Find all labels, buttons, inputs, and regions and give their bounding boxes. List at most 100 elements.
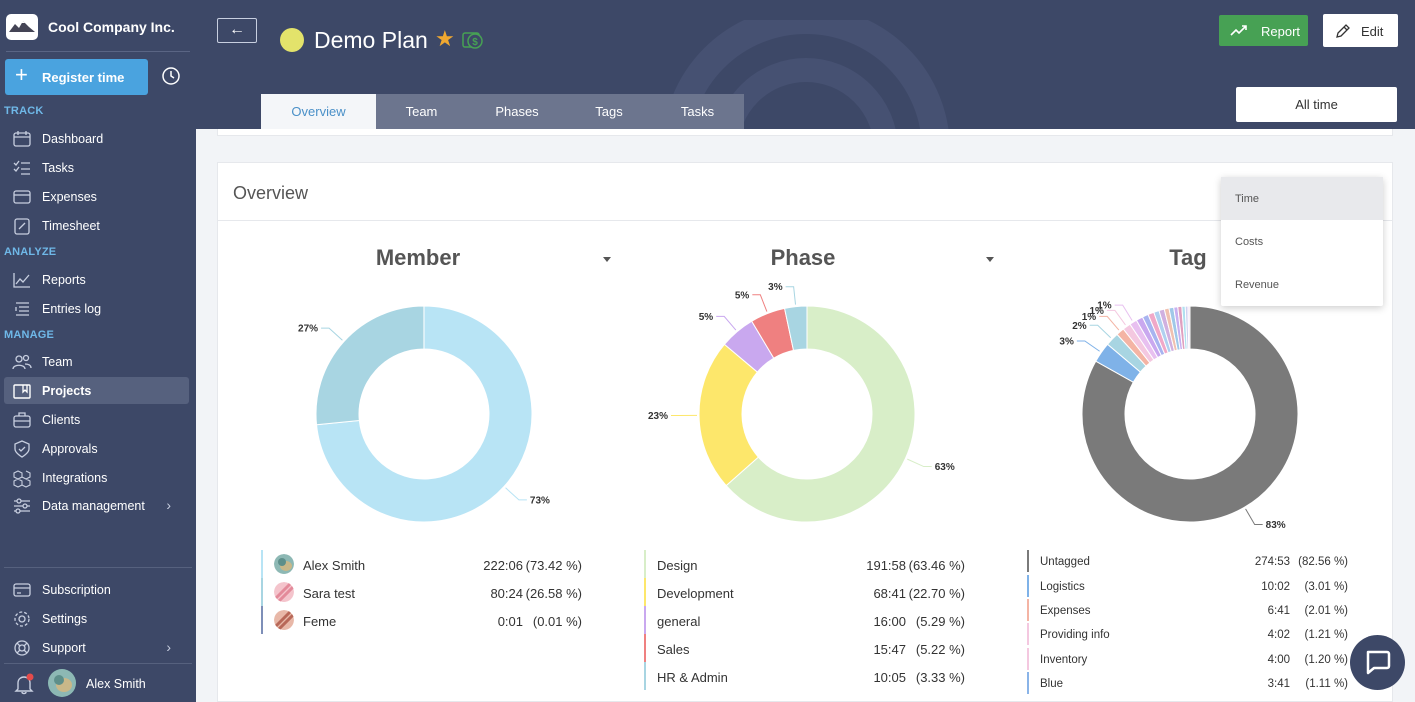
- main-content: Overview Member Phase Tag: [196, 129, 1415, 702]
- phase-percent: (5.22 %): [915, 642, 965, 657]
- sidebar-item-label: Subscription: [42, 583, 111, 597]
- phase-percent: (5.29 %): [915, 614, 965, 629]
- legend-color-bar: [261, 578, 263, 606]
- tab-overview[interactable]: Overview: [261, 94, 376, 129]
- sidebar-item-expenses[interactable]: Expenses: [4, 183, 189, 210]
- label-leader-line: [1076, 340, 1100, 352]
- phase-percent: (63.46 %): [908, 558, 965, 573]
- date-range-select[interactable]: All time: [1236, 87, 1397, 122]
- sidebar-item-clients[interactable]: Clients: [4, 406, 189, 433]
- phase-time: 68:41: [873, 586, 906, 601]
- sidebar-item-team[interactable]: Team: [4, 348, 189, 375]
- tab-team[interactable]: Team: [405, 104, 438, 119]
- donut-slice[interactable]: [783, 305, 808, 352]
- sidebar-item-label: Integrations: [42, 471, 108, 485]
- clock-icon[interactable]: [161, 66, 181, 86]
- tab-tasks[interactable]: Tasks: [680, 104, 715, 119]
- phase-time: 15:47: [873, 642, 906, 657]
- sidebar-item-subscription[interactable]: Subscription: [4, 576, 189, 603]
- sidebar-item-label: Tasks: [42, 161, 74, 175]
- tag-name: Expenses: [1040, 605, 1091, 617]
- company-switcher[interactable]: Cool Company Inc.: [6, 10, 190, 52]
- sidebar-item-label: Clients: [42, 413, 81, 427]
- tab-tags[interactable]: Tags: [595, 104, 623, 119]
- label-leader-line: [1114, 304, 1133, 321]
- divider: [4, 567, 192, 568]
- bell-icon[interactable]: [13, 673, 35, 700]
- sidebar-item-data-management[interactable]: Data management ›: [4, 492, 189, 519]
- credit-card-icon: [12, 580, 32, 600]
- tab-phases[interactable]: Phases: [495, 104, 539, 119]
- sidebar-item-support[interactable]: Support ›: [4, 634, 189, 661]
- user-menu[interactable]: Alex Smith: [0, 665, 196, 702]
- phase-donut-chart: 63% 23% 5% 5% 3%: [648, 282, 955, 523]
- register-time-button[interactable]: + Register time: [5, 59, 148, 95]
- donut-slice[interactable]: [315, 305, 533, 523]
- phase-chart-dropdown[interactable]: [986, 257, 994, 262]
- plus-icon: +: [15, 62, 28, 87]
- sidebar-item-approvals[interactable]: Approvals: [4, 435, 189, 462]
- phase-name: Sales: [657, 642, 690, 657]
- donut-slice[interactable]: [315, 305, 425, 426]
- company-logo: [6, 14, 38, 40]
- back-button[interactable]: ←: [217, 18, 257, 43]
- legend-color-bar: [1027, 623, 1029, 645]
- tag-percent: (2.01 %): [1304, 605, 1348, 617]
- folder-icon: [12, 381, 32, 401]
- menu-item-revenue[interactable]: Revenue: [1221, 263, 1383, 306]
- tag-time: 4:02: [1267, 629, 1290, 641]
- donut-slice[interactable]: [725, 305, 916, 523]
- edit-button[interactable]: Edit: [1323, 14, 1398, 47]
- member-name: Sara test: [303, 586, 356, 601]
- slice-percent-label: 27%: [298, 324, 318, 335]
- menu-item-time[interactable]: Time: [1221, 177, 1383, 220]
- avatar: [48, 669, 76, 697]
- card-header: Overview: [218, 163, 1392, 221]
- list-icon: [12, 299, 32, 319]
- donut-slice[interactable]: [1187, 305, 1191, 350]
- sidebar: Cool Company Inc. + Register time TRACK …: [0, 0, 196, 702]
- sidebar-item-tasks[interactable]: Tasks: [4, 154, 189, 181]
- legend-color-bar: [1027, 599, 1029, 621]
- report-button[interactable]: Report: [1219, 15, 1308, 46]
- sidebar-item-entries-log[interactable]: Entries log: [4, 295, 189, 322]
- wallet-icon: [12, 187, 32, 207]
- project-header: ← Demo Plan ★ $ Report Edit Overview Tea…: [196, 0, 1415, 129]
- legend-color-bar: [261, 606, 263, 634]
- sidebar-item-projects[interactable]: Projects: [4, 377, 189, 404]
- phase-percent: (3.33 %): [915, 670, 965, 685]
- tag-time: 6:41: [1267, 605, 1290, 617]
- avatar: [274, 554, 294, 574]
- sidebar-item-timesheet[interactable]: Timesheet: [4, 212, 189, 239]
- member-name: Alex Smith: [303, 558, 366, 573]
- sidebar-item-reports[interactable]: Reports: [4, 266, 189, 293]
- slice-percent-label: 5%: [735, 290, 750, 301]
- chevron-right-icon: ›: [166, 639, 171, 655]
- sidebar-item-label: Dashboard: [42, 132, 104, 146]
- sidebar-item-settings[interactable]: Settings: [4, 605, 189, 632]
- chevron-right-icon: ›: [166, 497, 171, 513]
- legend-color-bar: [261, 550, 263, 578]
- chart-line-icon: [12, 270, 32, 290]
- menu-item-costs[interactable]: Costs: [1221, 220, 1383, 263]
- sidebar-item-dashboard[interactable]: Dashboard: [4, 125, 189, 152]
- member-chart-dropdown[interactable]: [603, 257, 611, 262]
- cubes-icon: [12, 468, 32, 488]
- avatar: [274, 610, 294, 630]
- briefcase-icon: [12, 410, 32, 430]
- phase-time: 191:58: [866, 558, 906, 573]
- legend-color-bar: [1027, 672, 1029, 694]
- list-item: HR & Admin 10:05 (3.33 %): [644, 662, 969, 690]
- label-leader-line: [1106, 309, 1126, 326]
- slice-percent-label: 3%: [768, 282, 783, 293]
- label-leader-line: [785, 286, 797, 305]
- sidebar-item-integrations[interactable]: Integrations: [4, 464, 189, 491]
- checklist-icon: [12, 158, 32, 178]
- list-item: Sara test 80:24 (26.58 %): [261, 578, 586, 606]
- chat-widget-button[interactable]: [1350, 635, 1405, 690]
- tag-percent: (3.01 %): [1304, 581, 1348, 593]
- star-icon[interactable]: ★: [435, 26, 455, 51]
- svg-text:$: $: [472, 37, 478, 48]
- donut-slice[interactable]: [1081, 305, 1299, 523]
